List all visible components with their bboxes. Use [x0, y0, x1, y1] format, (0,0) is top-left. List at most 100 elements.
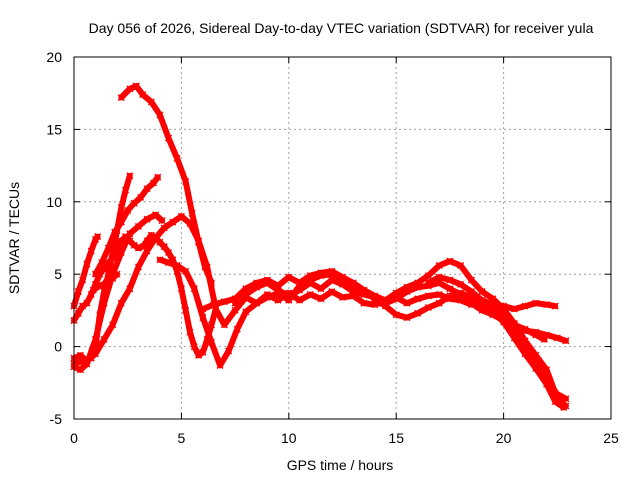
data-point [349, 279, 357, 287]
data-point [231, 306, 239, 314]
data-point [285, 273, 293, 281]
data-point [478, 296, 486, 304]
data-point [169, 218, 177, 226]
data-point [76, 351, 84, 359]
data-point [182, 177, 190, 186]
data-point [124, 206, 132, 215]
data-point [109, 248, 117, 257]
data-point [220, 298, 228, 306]
data-point [306, 279, 314, 287]
data-point [158, 217, 166, 225]
data-point [91, 270, 100, 278]
y-tick-label: -5 [50, 411, 63, 427]
data-point [164, 259, 173, 267]
data-point [521, 327, 529, 335]
series-trace-h [89, 270, 121, 294]
data-point [543, 331, 551, 339]
data-point [446, 257, 454, 265]
data-point [113, 227, 121, 235]
series-trace-e [91, 173, 162, 278]
data-point [532, 357, 540, 365]
data-point [94, 233, 102, 241]
data-point [207, 321, 216, 329]
data-point [177, 212, 185, 220]
data-point [551, 302, 559, 310]
data-point [96, 282, 104, 290]
data-point [500, 317, 508, 325]
data-point [457, 280, 465, 288]
data-point [543, 301, 551, 309]
data-point [96, 311, 104, 319]
data-point [360, 290, 368, 299]
data-point [424, 292, 432, 300]
data-point [274, 286, 282, 294]
data-point [220, 321, 228, 329]
data-point [186, 328, 194, 336]
data-point [195, 351, 203, 359]
data-point [306, 290, 314, 299]
data-point [360, 299, 368, 307]
data-point [87, 247, 95, 255]
data-point [117, 204, 125, 212]
data-point [188, 209, 196, 217]
data-point [521, 343, 529, 351]
data-point [285, 292, 293, 300]
data-point [134, 222, 142, 230]
x-tick-label: 10 [281, 430, 297, 446]
data-point [177, 285, 185, 293]
data-point [381, 299, 389, 307]
data-point [76, 366, 84, 374]
data-point [100, 288, 108, 296]
axis-ticks: 0 5 10 15 20 25 -5 0 5 10 15 20 [46, 49, 619, 446]
data-point [242, 308, 250, 316]
y-tick-label: 10 [46, 194, 62, 210]
data-point [317, 295, 325, 303]
data-point [457, 290, 465, 299]
data-point [199, 305, 207, 313]
data-point [156, 256, 164, 264]
data-point [263, 293, 271, 301]
data-series [70, 82, 570, 411]
data-point [182, 306, 190, 314]
data-point [553, 395, 561, 403]
data-point [338, 273, 347, 281]
data-point [296, 286, 304, 294]
data-point [317, 269, 325, 277]
data-point [139, 91, 147, 99]
data-point [338, 293, 347, 301]
data-point [207, 338, 216, 346]
data-point [98, 259, 106, 267]
data-point [543, 374, 551, 382]
data-point [122, 186, 130, 194]
data-point [392, 311, 400, 319]
data-point [478, 288, 486, 296]
x-axis-label: GPS time / hours [287, 457, 394, 473]
data-point [182, 267, 190, 275]
data-point [338, 280, 347, 288]
data-point [296, 296, 304, 304]
y-tick-label: 0 [54, 339, 62, 355]
data-point [500, 302, 508, 310]
data-point [532, 328, 540, 336]
data-point [562, 402, 570, 410]
data-point [414, 295, 422, 303]
plot-frame [73, 56, 612, 420]
data-point [457, 261, 465, 270]
series-line [468, 300, 569, 344]
data-point [79, 357, 87, 365]
data-point [328, 267, 336, 275]
x-tick-label: 25 [603, 430, 619, 446]
data-point [160, 224, 168, 232]
data-point [562, 337, 570, 345]
y-tick-label: 15 [46, 121, 62, 137]
data-point [392, 295, 400, 303]
data-point [274, 296, 282, 304]
data-point [195, 237, 203, 245]
data-point [489, 301, 497, 309]
data-point [143, 215, 151, 223]
data-point [306, 272, 314, 280]
data-point [467, 299, 475, 307]
data-point [130, 199, 138, 207]
chart-title: Day 056 of 2026, Sidereal Day-to-day VTE… [89, 20, 594, 36]
